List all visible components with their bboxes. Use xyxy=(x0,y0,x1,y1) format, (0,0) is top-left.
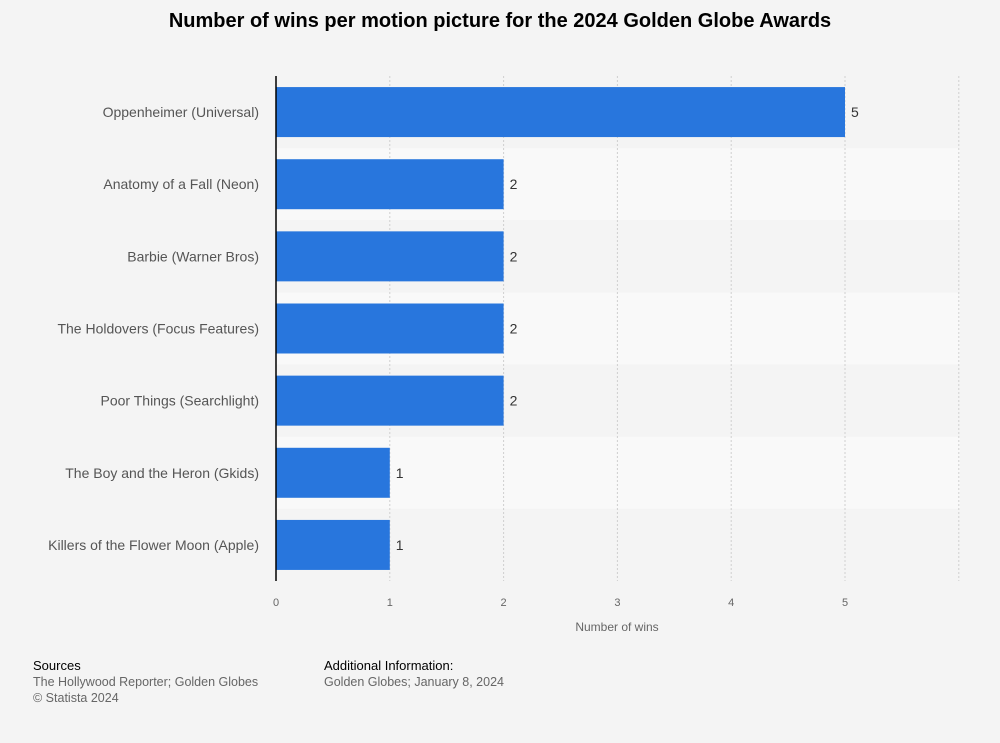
sources-text[interactable]: The Hollywood Reporter; Golden Globes xyxy=(33,675,259,689)
x-tick-label: 0 xyxy=(273,597,279,609)
data-label: 2 xyxy=(510,176,518,192)
x-tick-label: 2 xyxy=(501,597,507,609)
x-tick-label: 3 xyxy=(614,597,620,609)
bar xyxy=(276,375,504,426)
data-label: 1 xyxy=(396,537,404,553)
x-tick-label: 5 xyxy=(842,597,848,609)
bar xyxy=(276,159,504,210)
chart-title: Number of wins per motion picture for th… xyxy=(168,10,832,32)
additional-info-block: Additional Information: Golden Globes; J… xyxy=(324,658,504,690)
category-label: The Boy and the Heron (Gkids) xyxy=(65,465,259,481)
x-tick-label: 4 xyxy=(728,597,734,609)
data-label: 1 xyxy=(396,465,404,481)
category-label: Oppenheimer (Universal) xyxy=(103,104,259,120)
bar xyxy=(276,87,845,138)
bar xyxy=(276,231,504,282)
category-label: The Holdovers (Focus Features) xyxy=(57,321,259,337)
bar xyxy=(276,519,390,570)
bar xyxy=(276,303,504,354)
sources-block: Sources The Hollywood Reporter; Golden G… xyxy=(33,658,258,706)
data-label: 2 xyxy=(510,248,518,264)
data-label: 2 xyxy=(510,321,518,337)
x-axis-title: Number of wins xyxy=(575,620,658,634)
data-label: 2 xyxy=(510,393,518,409)
bar xyxy=(276,447,390,498)
sources-header: Sources xyxy=(33,658,81,673)
category-label: Barbie (Warner Bros) xyxy=(127,248,259,264)
bar-chart: Oppenheimer (Universal) 5 Anatomy of a Fal… xyxy=(48,76,960,634)
copyright-text: © Statista 2024 xyxy=(33,691,119,705)
x-tick-label: 1 xyxy=(387,597,393,609)
additional-info-text: Golden Globes; January 8, 2024 xyxy=(324,675,504,689)
category-label: Poor Things (Searchlight) xyxy=(101,393,259,409)
category-label: Anatomy of a Fall (Neon) xyxy=(103,176,259,192)
data-label: 5 xyxy=(851,104,859,120)
additional-info-header: Additional Information: xyxy=(324,658,454,673)
category-label: Killers of the Flower Moon (Apple) xyxy=(48,537,259,553)
